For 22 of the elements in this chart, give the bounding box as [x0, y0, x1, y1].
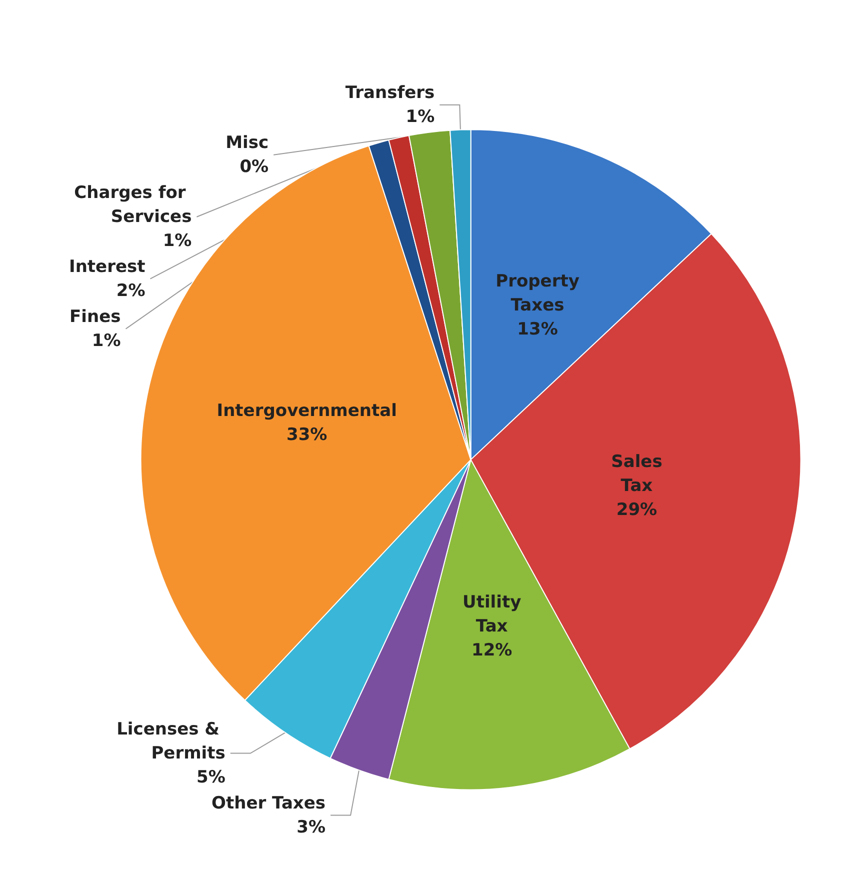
- slice-label: Charges for Services: [74, 182, 192, 227]
- data-label: 12%: [472, 640, 512, 660]
- text: 0%: [240, 156, 269, 177]
- data-label: 1%: [406, 106, 435, 127]
- slice-label: Transfers: [345, 82, 435, 103]
- data-label: 33%: [286, 425, 328, 446]
- data-label: 2%: [116, 280, 146, 301]
- data-label: 3%: [296, 817, 326, 838]
- slice-label: Intergovernmental: [216, 401, 397, 422]
- slice-label: Licenses & Permits: [116, 719, 226, 764]
- data-label: 1%: [92, 330, 121, 351]
- slice-label: Property Taxes: [496, 271, 580, 316]
- slice-label: Other Taxes: [212, 793, 326, 814]
- category-label: Misc: [226, 132, 269, 153]
- data-label: 1%: [162, 230, 192, 251]
- slice-label: Sales Tax: [611, 452, 662, 496]
- slice-label: Interest: [68, 256, 146, 277]
- data-label: 13%: [517, 319, 558, 340]
- slice-label: Utility Tax: [462, 592, 522, 636]
- slice-label: Fines: [70, 306, 121, 327]
- data-label: 29%: [616, 500, 658, 520]
- data-label: 5%: [196, 767, 226, 788]
